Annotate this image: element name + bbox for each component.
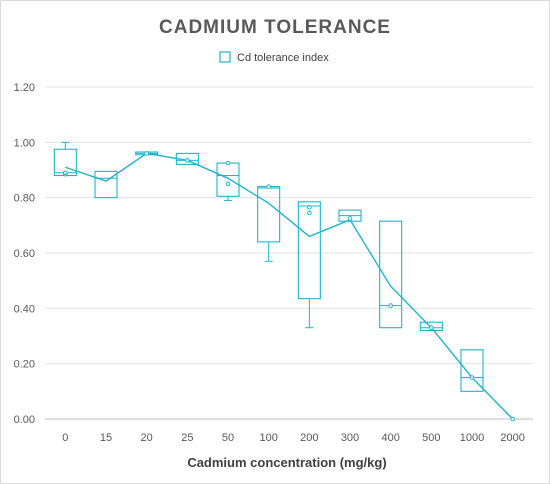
- box-100: [257, 184, 281, 262]
- box-body: [419, 321, 443, 332]
- box-body: [94, 170, 118, 199]
- box-body: [216, 162, 240, 197]
- x-tick-label: 25: [181, 432, 193, 444]
- box-300: [338, 209, 362, 222]
- box-body: [460, 349, 484, 392]
- x-tick-label: 500: [422, 432, 440, 444]
- y-tick-label: 0.80: [14, 193, 35, 205]
- x-axis-ticks: 0 15 20 25 50 100 200 300 400 500 1000 2000: [62, 432, 525, 444]
- data-point: [307, 210, 312, 216]
- gridlines: [45, 86, 533, 420]
- mean-line-group: [65, 152, 514, 420]
- data-point: [225, 181, 231, 187]
- data-point: [347, 216, 353, 221]
- box-1000: [460, 349, 484, 392]
- box-50: [216, 160, 240, 201]
- x-tick-label: 50: [222, 432, 234, 444]
- x-tick-label: 400: [381, 432, 399, 444]
- box-500: [419, 321, 443, 332]
- y-tick-label: 0.20: [14, 359, 35, 371]
- x-tick-label: 100: [259, 432, 277, 444]
- mean-line: [65, 152, 514, 420]
- x-axis-label: Cadmium concentration (mg/kg): [187, 455, 386, 470]
- box-body: [175, 152, 199, 166]
- box-200: [297, 201, 321, 329]
- data-point: [429, 325, 434, 331]
- x-tick-label: 300: [341, 432, 359, 444]
- box-400: [379, 220, 403, 329]
- legend-label: Cd tolerance index: [237, 52, 329, 64]
- box-25: [175, 152, 199, 166]
- data-point: [63, 170, 68, 176]
- y-tick-label: 1.00: [14, 137, 35, 149]
- box-0: [53, 141, 77, 177]
- box-body: [257, 186, 281, 243]
- x-tick-label: 1000: [460, 432, 484, 444]
- data-point: [469, 375, 475, 380]
- y-tick-label: 0.00: [14, 414, 35, 426]
- y-tick-label: 0.40: [14, 303, 35, 315]
- box-body: [379, 220, 403, 329]
- data-point: [144, 151, 149, 156]
- boxes: [53, 141, 515, 422]
- box-body: [297, 201, 321, 300]
- chart-title: CADMIUM TOLERANCE: [159, 17, 391, 38]
- x-tick-label: 20: [141, 432, 153, 444]
- y-tick-label: 0.60: [14, 248, 35, 260]
- data-point: [510, 416, 515, 422]
- box-2000: [510, 416, 515, 422]
- data-point: [185, 158, 190, 163]
- x-tick-label: 200: [300, 432, 318, 444]
- x-tick-label: 15: [100, 432, 112, 444]
- x-tick-label: 2000: [500, 432, 524, 444]
- data-point: [266, 184, 271, 189]
- y-tick-label: 1.20: [14, 82, 35, 94]
- x-tick-label: 0: [62, 432, 68, 444]
- y-axis-ticks: 0.00 0.20 0.40 0.60 0.80 1.00 1.20: [14, 82, 35, 426]
- legend: Cd tolerance index: [219, 51, 329, 64]
- box-15: [94, 170, 118, 199]
- box-20: [135, 151, 159, 156]
- data-point: [307, 205, 312, 210]
- legend-swatch: [219, 51, 231, 63]
- data-point: [225, 160, 231, 166]
- data-point: [388, 303, 393, 308]
